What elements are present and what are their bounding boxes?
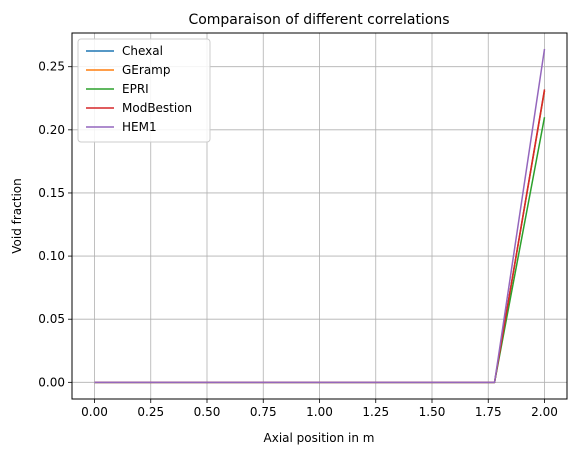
y-tick-label: 0.15 <box>38 186 65 200</box>
chart-title: Comparaison of different correlations <box>188 12 449 28</box>
x-tick-label: 1.00 <box>306 405 333 419</box>
legend-label: Chexal <box>122 44 163 58</box>
legend-label: GEramp <box>122 63 170 77</box>
y-tick-label: 0.05 <box>38 312 65 326</box>
legend-label: HEM1 <box>122 120 157 134</box>
y-tick-label: 0.10 <box>38 249 65 263</box>
x-tick-label: 0.75 <box>250 405 277 419</box>
x-tick-label: 0.50 <box>194 405 221 419</box>
x-tick-label: 0.00 <box>81 405 108 419</box>
y-tick-label: 0.00 <box>38 375 65 389</box>
y-tick-label: 0.20 <box>38 123 65 137</box>
legend-label: EPRI <box>122 82 149 96</box>
legend-label: ModBestion <box>122 101 192 115</box>
y-axis-label: Void fraction <box>10 178 24 253</box>
x-tick-label: 0.25 <box>137 405 164 419</box>
x-axis-label: Axial position in m <box>264 431 375 445</box>
y-tick-label: 0.25 <box>38 60 65 74</box>
legend: Chexal GEramp EPRI ModBestion HEM1 <box>78 39 210 142</box>
x-tick-label: 2.00 <box>531 405 558 419</box>
x-tick-label: 1.50 <box>419 405 446 419</box>
x-tick-label: 1.75 <box>475 405 502 419</box>
x-tick-label: 1.25 <box>362 405 389 419</box>
